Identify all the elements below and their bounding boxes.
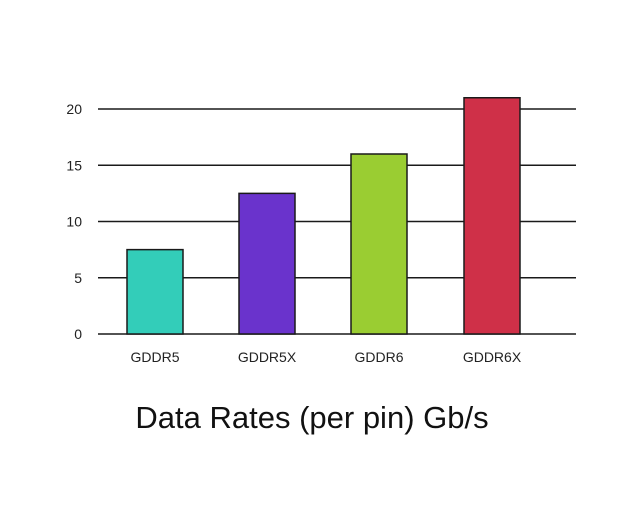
x-tick-label: GDDR6X [463, 349, 522, 365]
bar-chart: 0 5 10 15 20 GDDR5 GDDR5X GDDR6 GDDR6X [66, 97, 576, 365]
bar-gddr5x [238, 192, 296, 335]
x-tick-label: GDDR5 [130, 349, 179, 365]
chart-title: Data Rates (per pin) Gb/s [135, 400, 489, 435]
x-tick-label: GDDR5X [238, 349, 297, 365]
y-tick-label: 10 [66, 214, 82, 230]
bar-gddr6x [463, 97, 521, 335]
bars [126, 97, 521, 335]
y-tick-label: 5 [74, 270, 82, 286]
bar-gddr6 [350, 153, 408, 335]
x-tick-label: GDDR6 [354, 349, 403, 365]
y-tick-label: 0 [74, 326, 82, 342]
y-axis-ticks: 0 5 10 15 20 [66, 101, 82, 342]
bar-gddr5 [126, 248, 184, 335]
y-tick-label: 15 [66, 157, 82, 173]
x-axis-labels: GDDR5 GDDR5X GDDR6 GDDR6X [130, 349, 521, 365]
y-tick-label: 20 [66, 101, 82, 117]
